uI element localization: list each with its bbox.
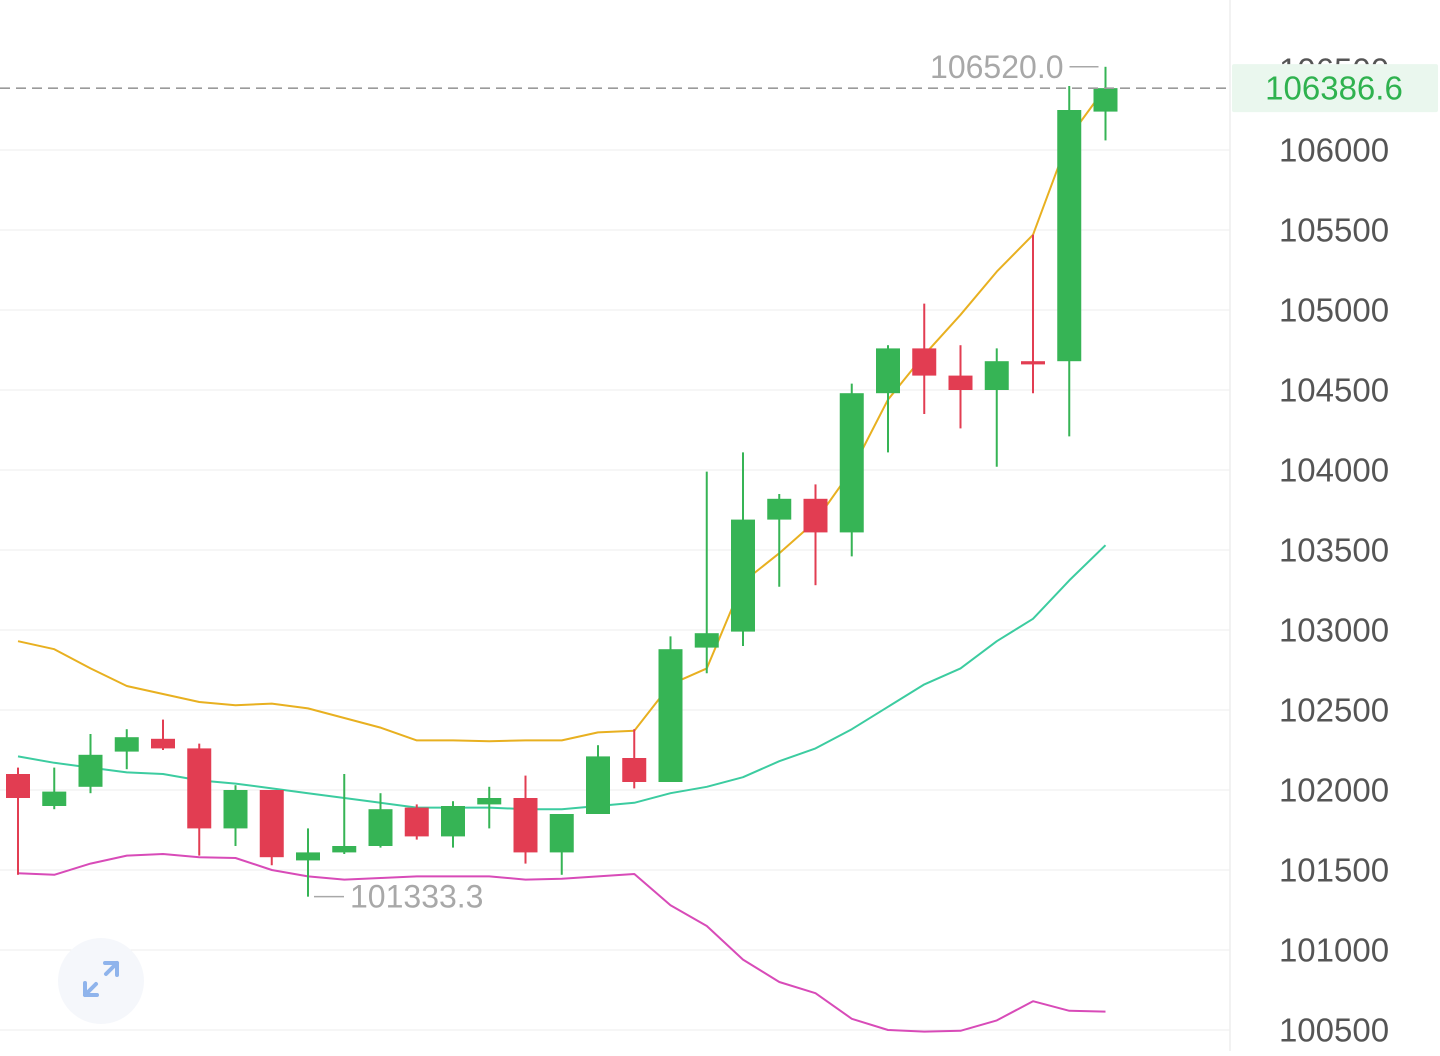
candle-body (694, 633, 719, 648)
y-tick-label: 100500 (1279, 1012, 1389, 1049)
candle-body (187, 748, 212, 829)
candle-body (6, 774, 30, 798)
candles[interactable] (6, 66, 1118, 897)
candle-down[interactable] (948, 345, 973, 429)
candle-body (731, 519, 755, 632)
candle-body (658, 649, 683, 782)
expand-chart-button[interactable] (58, 938, 144, 1024)
candle-body (803, 498, 828, 533)
candle-body (586, 756, 610, 814)
candle-body (368, 809, 393, 846)
candle-body (622, 758, 647, 782)
candle-body (948, 375, 973, 390)
bollinger-lower-line (17, 853, 1106, 1033)
low-price-label: 101333.3 (350, 879, 483, 915)
candle-up[interactable] (332, 774, 357, 854)
candle-up[interactable] (441, 801, 465, 848)
candle-body (549, 814, 574, 853)
y-tick-label: 103500 (1279, 532, 1389, 569)
high-price-label: 106520.0 (930, 49, 1063, 85)
y-tick-label: 102000 (1279, 772, 1389, 809)
y-tick-label: 104500 (1279, 372, 1389, 409)
candle-up[interactable] (368, 793, 393, 848)
y-tick-label: 104000 (1279, 452, 1389, 489)
candle-body (151, 738, 175, 749)
candle-body (42, 791, 67, 806)
y-tick-label: 105000 (1279, 292, 1389, 329)
candle-body (1021, 361, 1045, 365)
y-tick-label: 101500 (1279, 852, 1389, 889)
candle-up[interactable] (114, 729, 139, 770)
candle-up[interactable] (694, 471, 719, 674)
candle-down[interactable] (1021, 234, 1045, 394)
candle-body (114, 737, 139, 752)
candle-down[interactable] (151, 719, 175, 750)
candle-body (984, 361, 1009, 390)
candle-up[interactable] (839, 383, 864, 557)
candle-body (1057, 110, 1082, 362)
candle-body (259, 790, 284, 858)
candle-up[interactable] (549, 814, 574, 875)
candle-body (839, 393, 864, 533)
candle-down[interactable] (187, 743, 212, 856)
candle-body (441, 806, 465, 837)
y-tick-label: 105500 (1279, 212, 1389, 249)
candle-up[interactable] (984, 348, 1009, 467)
candle-up[interactable] (876, 345, 900, 453)
candle-body (513, 798, 538, 853)
candle-body (296, 852, 320, 861)
candle-down[interactable] (803, 484, 828, 586)
y-tick-label: 102500 (1279, 692, 1389, 729)
candle-up[interactable] (586, 745, 610, 814)
y-tick-label: 106000 (1279, 132, 1389, 169)
chart-annotations: 106386.6 106520.0 101333.3 (0, 49, 1438, 915)
y-tick-label: 103000 (1279, 612, 1389, 649)
candle-body (404, 807, 429, 837)
candle-body (78, 754, 103, 787)
expand-icon (77, 955, 125, 1008)
candle-up[interactable] (296, 828, 320, 897)
candle-body (767, 498, 792, 520)
candle-body (876, 348, 900, 394)
candle-down[interactable] (404, 804, 429, 840)
last-price-tag (1232, 64, 1438, 113)
candle-up[interactable] (477, 786, 502, 829)
candle-up[interactable] (78, 734, 103, 794)
candle-body (332, 846, 357, 853)
candle-down[interactable] (622, 729, 647, 789)
candle-up[interactable] (731, 452, 755, 646)
candle-body (223, 790, 248, 829)
candle-up[interactable] (223, 785, 248, 846)
candle-up[interactable] (1093, 66, 1118, 141)
candle-down[interactable] (513, 775, 538, 864)
candle-body (477, 798, 502, 805)
grid-lines (0, 149, 1230, 1031)
candle-up[interactable] (658, 636, 683, 782)
candle-up[interactable] (42, 767, 67, 810)
candle-body (1093, 88, 1118, 112)
last-price-label: 106386.6 (1265, 70, 1403, 107)
candle-up[interactable] (1057, 86, 1082, 437)
candle-down[interactable] (259, 790, 284, 866)
candle-up[interactable] (767, 494, 792, 587)
y-tick-label: 101000 (1279, 932, 1389, 969)
candle-body (912, 348, 937, 376)
candle-down[interactable] (912, 303, 937, 414)
candle-down[interactable] (6, 767, 30, 875)
